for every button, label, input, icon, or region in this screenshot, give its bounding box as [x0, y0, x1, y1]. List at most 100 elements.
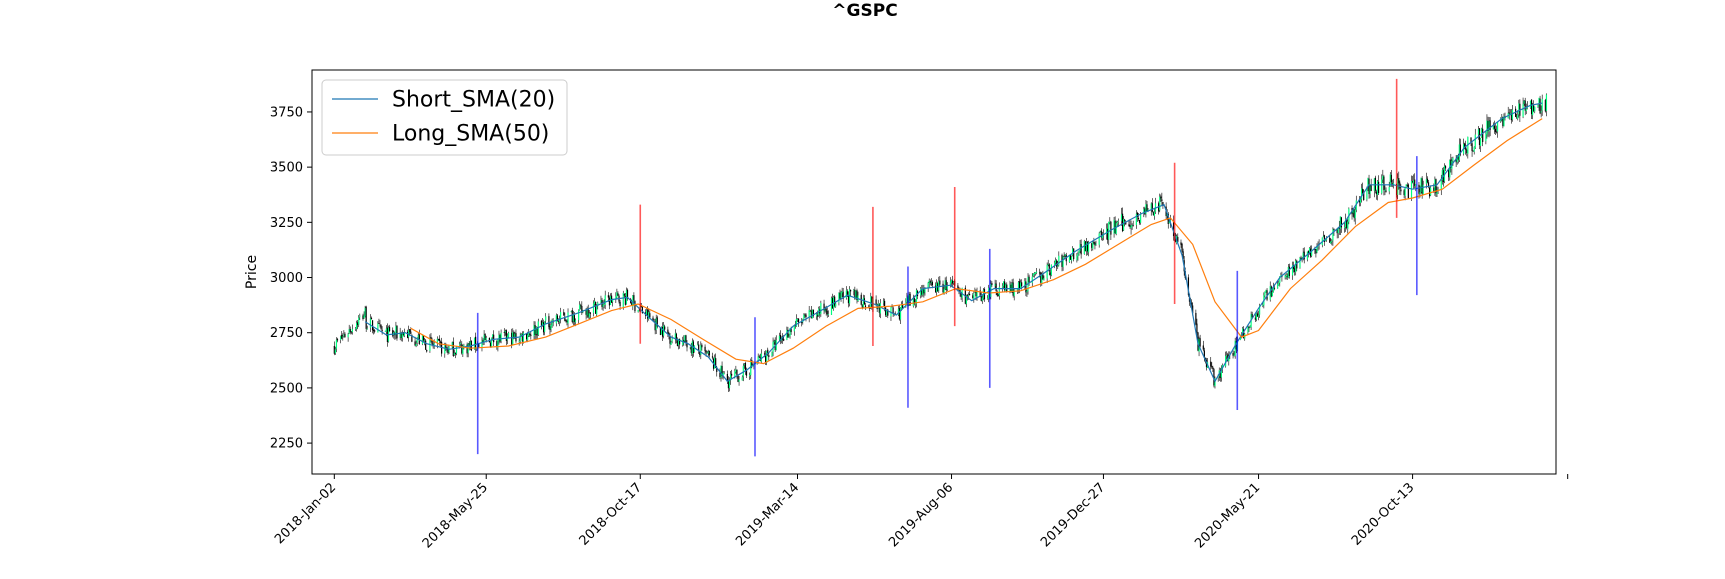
- candle-body: [1138, 219, 1141, 223]
- candle-body: [1545, 94, 1548, 111]
- candle-body: [1115, 223, 1117, 234]
- candle-body: [1489, 120, 1491, 130]
- candle-body: [649, 313, 651, 318]
- candle-body: [900, 304, 903, 309]
- candle-body: [704, 346, 706, 351]
- candle-body: [1323, 235, 1326, 242]
- candle-body: [1538, 97, 1540, 105]
- candle-body: [536, 328, 538, 336]
- candle-body: [1428, 187, 1431, 197]
- candle-body: [972, 295, 974, 299]
- candle-body: [572, 314, 574, 322]
- candle-body: [463, 344, 465, 346]
- candle-body: [1202, 345, 1204, 350]
- candle-body: [1187, 277, 1190, 296]
- candle-body: [1117, 220, 1119, 222]
- candle-body: [1091, 243, 1093, 248]
- candle-body: [616, 292, 618, 298]
- candle-body: [496, 341, 498, 347]
- candle-body: [1256, 313, 1259, 317]
- candle-body: [707, 351, 709, 354]
- candle-body: [473, 337, 476, 350]
- candle-body: [714, 357, 716, 369]
- candle-body: [1456, 155, 1458, 163]
- candle-body: [385, 328, 387, 332]
- candle-body: [521, 334, 523, 342]
- candle-body: [1073, 248, 1075, 260]
- candle-body: [744, 362, 747, 371]
- candle-body: [1315, 249, 1317, 254]
- candle-body: [1048, 264, 1050, 272]
- candle-body: [1360, 188, 1363, 200]
- candle-body: [924, 288, 926, 293]
- candle-body: [1370, 185, 1372, 192]
- candle-body: [838, 292, 840, 303]
- candle-body: [975, 290, 977, 297]
- candle-body: [1345, 219, 1347, 227]
- candle-body: [1277, 284, 1279, 289]
- candle-body: [915, 290, 918, 304]
- candle-body: [1338, 227, 1340, 229]
- candle-body: [1458, 144, 1460, 161]
- candle-body: [527, 334, 529, 341]
- candle-body: [686, 343, 688, 348]
- candle-body: [921, 289, 923, 295]
- candle-body: [1068, 255, 1071, 263]
- candle-body: [1284, 275, 1286, 278]
- candle-body: [1225, 356, 1227, 367]
- candle-body: [1053, 262, 1056, 266]
- candle-body: [1106, 228, 1108, 235]
- candle-body: [742, 365, 744, 377]
- candle-body: [1478, 128, 1481, 146]
- candle-body: [745, 369, 748, 376]
- candle-body: [433, 343, 435, 345]
- candle-body: [864, 305, 867, 308]
- candle-body: [720, 365, 722, 378]
- candle-body: [1026, 290, 1028, 293]
- candle-body: [950, 279, 953, 283]
- candle-body: [1509, 113, 1511, 114]
- candle-body: [411, 334, 413, 342]
- candle-body: [1533, 105, 1535, 111]
- candle-body: [634, 301, 636, 312]
- candle-body: [589, 312, 591, 314]
- candle-body: [1296, 260, 1298, 269]
- candle-body: [684, 335, 686, 341]
- candle-body: [1530, 99, 1533, 115]
- candle-body: [1162, 202, 1164, 206]
- candle-body: [1544, 99, 1546, 112]
- candle-body: [540, 320, 543, 326]
- candle-body: [1002, 281, 1005, 286]
- candle-body: [716, 367, 718, 372]
- candle-body: [586, 308, 588, 316]
- candle-body: [820, 302, 822, 315]
- candle-body: [512, 332, 514, 345]
- candle-body: [1035, 271, 1038, 273]
- candle-body: [1329, 237, 1331, 243]
- candle-body: [1213, 369, 1215, 386]
- candle-body: [1042, 274, 1044, 280]
- candle-body: [551, 319, 553, 326]
- candle-body: [689, 347, 691, 349]
- candle-body: [1079, 244, 1081, 252]
- candle-body: [1481, 128, 1483, 138]
- candle-body: [596, 305, 598, 315]
- candle-body: [604, 295, 606, 305]
- candle-body: [721, 365, 723, 376]
- candle-body: [1377, 181, 1380, 194]
- candle-body: [996, 291, 998, 296]
- candle-body: [1510, 113, 1512, 121]
- candle-body: [944, 280, 946, 290]
- candle-body: [481, 340, 483, 348]
- candle-body: [841, 291, 843, 294]
- candle-body: [357, 322, 359, 325]
- candle-body: [432, 343, 434, 346]
- y-tick-label: 2250: [270, 437, 303, 452]
- candle-body: [1302, 252, 1304, 259]
- candle-body: [558, 318, 561, 322]
- candle-body: [809, 310, 811, 312]
- candle-body: [728, 379, 731, 389]
- candle-body: [994, 284, 996, 286]
- candle-body: [1116, 221, 1118, 224]
- candle-body: [637, 310, 639, 312]
